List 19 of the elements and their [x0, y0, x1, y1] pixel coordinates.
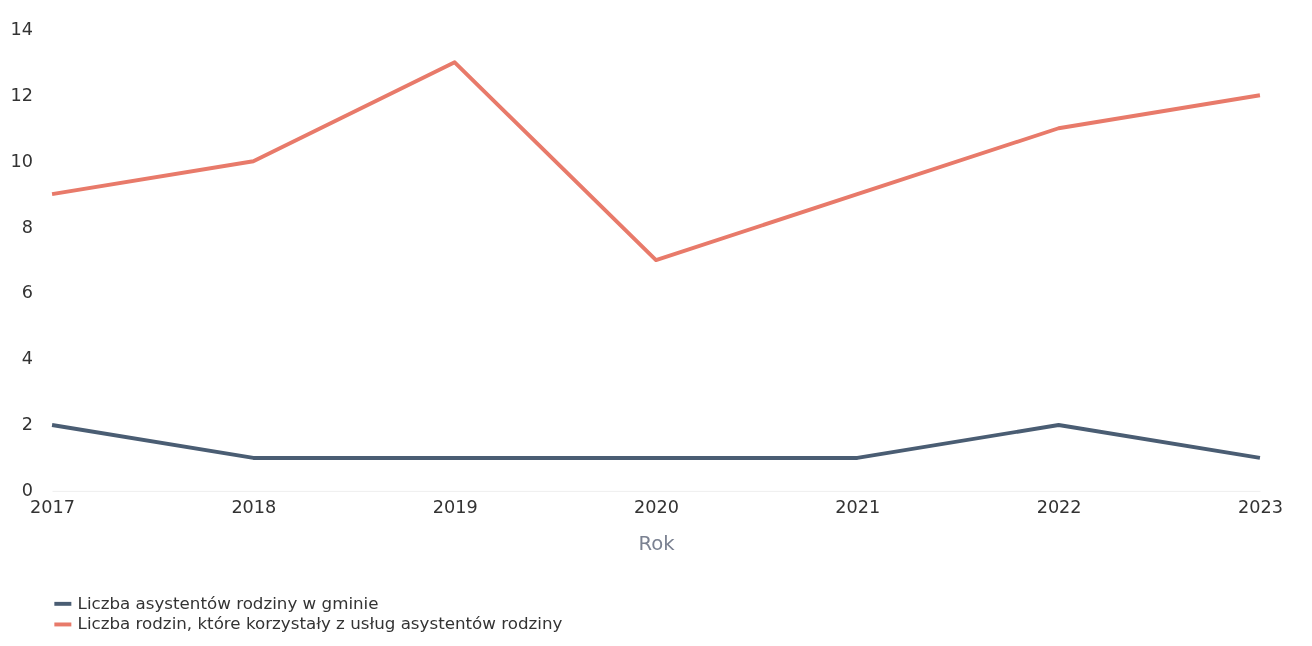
- y-tick-label: 2: [21, 414, 33, 435]
- x-axis-title: Rok: [638, 532, 676, 556]
- x-tick-label: 2019: [432, 497, 478, 517]
- x-tick-label: 2021: [835, 497, 881, 517]
- y-tick-label: 0: [21, 480, 33, 501]
- x-tick-label: 2020: [634, 497, 679, 517]
- x-tick-label: 2023: [1237, 497, 1283, 517]
- y-tick-label: 10: [10, 150, 33, 171]
- x-tick-label: 2018: [231, 497, 277, 517]
- y-tick-label: 14: [10, 18, 33, 39]
- legend-label: Liczba rodzin, które korzystały z usług asystentów rodziny: [77, 614, 563, 634]
- legend-label: Liczba asystentów rodziny w gminie: [77, 593, 379, 613]
- y-tick-label: 12: [10, 84, 33, 105]
- y-tick-label: 6: [21, 282, 33, 303]
- x-tick-label: 2022: [1036, 497, 1082, 517]
- y-tick-label: 4: [21, 348, 33, 369]
- x-tick-label: 2017: [30, 497, 76, 517]
- line-series: [50, 60, 1262, 263]
- y-tick-label: 8: [21, 216, 33, 237]
